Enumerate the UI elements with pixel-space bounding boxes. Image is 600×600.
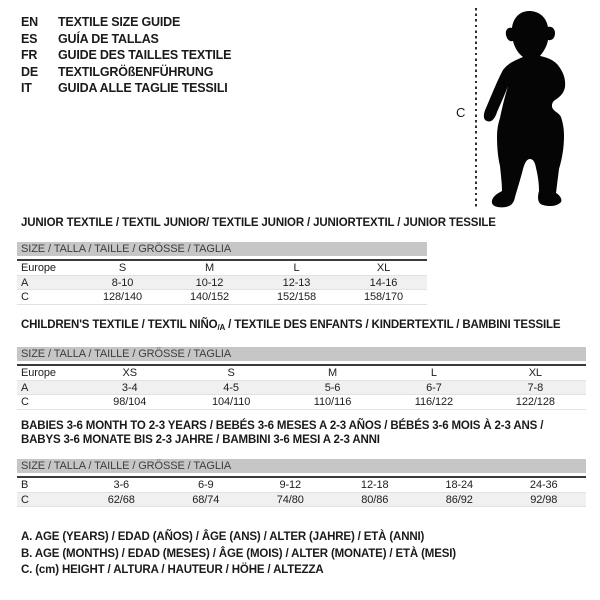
table-row-europe: Europe XS S M L XL — [17, 366, 586, 381]
language-row-fr: FR GUIDE DES TAILLES TEXTILE — [21, 47, 231, 64]
language-code: DE — [21, 64, 38, 79]
row-label: B — [21, 479, 29, 491]
table-row-c: C 62/68 68/74 74/80 80/86 86/92 92/98 — [17, 492, 586, 507]
table-cell: 116/122 — [414, 396, 454, 408]
table-cell: 9-12 — [279, 479, 302, 491]
footnote-b: B. AGE (MONTHS) / EDAD (MESES) / ÂGE (MO… — [21, 547, 456, 560]
language-row-de: DE TEXTILGRÖßENFÜHRUNG — [21, 64, 231, 81]
language-title: TEXTILGRÖßENFÜHRUNG — [58, 64, 214, 79]
language-title: TEXTILE SIZE GUIDE — [58, 15, 181, 29]
language-row-it: IT GUIDA ALLE TAGLIE TESSILI — [21, 80, 231, 97]
height-c-label: C — [456, 105, 466, 120]
babies-section-title-line1: BABIES 3-6 MONTH TO 2-3 YEARS / BEBÉS 3-… — [21, 420, 544, 432]
language-code: FR — [21, 48, 38, 63]
junior-size-table: Europe S M L XL A 8-10 10-12 12-13 14-16… — [17, 259, 427, 305]
language-row-es: ES GUÍA DE TALLAS — [21, 31, 231, 48]
table-cell: 6-9 — [197, 479, 214, 491]
table-cell: M — [327, 367, 338, 379]
footnote-c: C. (cm) HEIGHT / ALTURA / HAUTEUR / HÖHE… — [21, 564, 324, 577]
language-row-en: EN TEXTILE SIZE GUIDE — [21, 14, 231, 31]
junior-section-title: JUNIOR TEXTILE / TEXTIL JUNIOR/ TEXTILE … — [21, 217, 496, 229]
table-cell: 110/116 — [313, 396, 352, 408]
table-cell: XL — [528, 367, 542, 379]
language-title-list: EN TEXTILE SIZE GUIDE ES GUÍA DE TALLAS … — [21, 14, 231, 97]
table-cell: 14-16 — [369, 276, 398, 289]
table-cell: 3-4 — [121, 381, 138, 394]
language-code: ES — [21, 31, 38, 46]
children-title-pre: CHILDREN'S TEXTILE / TEXTIL NIÑO — [21, 319, 218, 331]
children-size-table: Europe XS S M L XL A 3-4 4-5 5-6 6-7 7-8… — [17, 364, 586, 410]
table-cell: 7-8 — [527, 381, 544, 394]
table-cell: 12-18 — [360, 479, 389, 491]
table-cell: XS — [122, 367, 137, 379]
table-cell: 92/98 — [530, 493, 558, 506]
row-label: A — [21, 381, 29, 394]
table-cell: 104/110 — [211, 396, 251, 408]
table-cell: 68/74 — [192, 493, 220, 506]
row-label: C — [21, 396, 29, 408]
row-label: A — [21, 276, 29, 289]
table-cell: 4-5 — [223, 381, 239, 394]
table-cell: 6-7 — [426, 381, 442, 394]
footnotes: A. AGE (YEARS) / EDAD (AÑOS) / ÂGE (ANS)… — [21, 529, 456, 579]
row-label: C — [21, 291, 29, 303]
row-label: Europe — [21, 367, 56, 379]
junior-size-header-bar: SIZE / TALLA / TAILLE / GRÖSSE / TAGLIA — [17, 242, 427, 256]
table-cell: 122/128 — [515, 396, 555, 408]
table-cell: 140/152 — [189, 291, 230, 303]
baby-silhouette — [483, 11, 566, 208]
children-section: CHILDREN'S TEXTILE / TEXTIL NIÑO/A / TEX… — [17, 318, 586, 410]
table-row-europe: Europe S M L XL — [17, 261, 427, 276]
babies-size-table: B 3-6 6-9 9-12 12-18 18-24 24-36 C 62/68… — [17, 476, 586, 507]
children-title-post: / TEXTILE DES ENFANTS / KINDERTEXTIL / B… — [225, 319, 561, 331]
table-row-a: A 8-10 10-12 12-13 14-16 — [17, 275, 427, 290]
language-title: GUIDA ALLE TAGLIE TESSILI — [58, 81, 228, 96]
table-cell: XL — [376, 262, 391, 274]
table-cell: S — [227, 367, 235, 379]
table-cell: L — [430, 367, 437, 379]
table-cell: 128/140 — [102, 291, 143, 303]
table-cell: 62/68 — [107, 493, 135, 506]
children-size-header-bar: SIZE / TALLA / TAILLE / GRÖSSE / TAGLIA — [17, 347, 586, 361]
junior-section: JUNIOR TEXTILE / TEXTIL JUNIOR/ TEXTILE … — [17, 216, 496, 305]
children-section-title: CHILDREN'S TEXTILE / TEXTIL NIÑO/A / TEX… — [21, 318, 586, 335]
table-cell: 18-24 — [445, 479, 474, 491]
table-row-b: B 3-6 6-9 9-12 12-18 18-24 24-36 — [17, 478, 586, 493]
table-cell: 74/80 — [276, 493, 304, 506]
row-label: C — [21, 493, 29, 506]
table-row-a: A 3-4 4-5 5-6 6-7 7-8 — [17, 380, 586, 395]
language-title: GUIDE DES TAILLES TEXTILE — [58, 48, 232, 63]
table-cell: 86/92 — [445, 493, 473, 506]
language-code: EN — [21, 15, 38, 29]
row-label: Europe — [21, 262, 56, 274]
table-cell: 80/86 — [361, 493, 389, 506]
table-cell: 10-12 — [195, 276, 224, 289]
babies-size-header-bar: SIZE / TALLA / TAILLE / GRÖSSE / TAGLIA — [17, 459, 586, 473]
footnote-a: A. AGE (YEARS) / EDAD (AÑOS) / ÂGE (ANS)… — [21, 531, 425, 543]
table-cell: 8-10 — [111, 276, 134, 289]
table-cell: M — [204, 262, 215, 274]
table-cell: L — [293, 262, 300, 274]
table-row-c: C 98/104 104/110 110/116 116/122 122/128 — [17, 395, 586, 410]
children-title-sub: /A — [217, 323, 226, 332]
language-code: IT — [21, 81, 32, 96]
table-row-c: C 128/140 140/152 152/158 158/170 — [17, 290, 427, 305]
table-cell: 3-6 — [113, 479, 130, 491]
table-cell: 5-6 — [324, 381, 341, 394]
babies-section-title-line2: BABYS 3-6 MONATE BIS 2-3 JAHRE / BAMBINI… — [21, 434, 380, 446]
table-cell: 12-13 — [282, 276, 311, 289]
height-dotted-line — [475, 8, 477, 209]
babies-section: BABIES 3-6 MONTH TO 2-3 YEARS / BEBÉS 3-… — [17, 419, 586, 507]
table-cell: 24-36 — [529, 479, 558, 491]
table-cell: 158/170 — [363, 291, 404, 303]
table-cell: 152/158 — [276, 291, 317, 303]
table-cell: 98/104 — [113, 396, 147, 408]
language-title: GUÍA DE TALLAS — [58, 31, 159, 46]
table-cell: S — [118, 262, 127, 274]
